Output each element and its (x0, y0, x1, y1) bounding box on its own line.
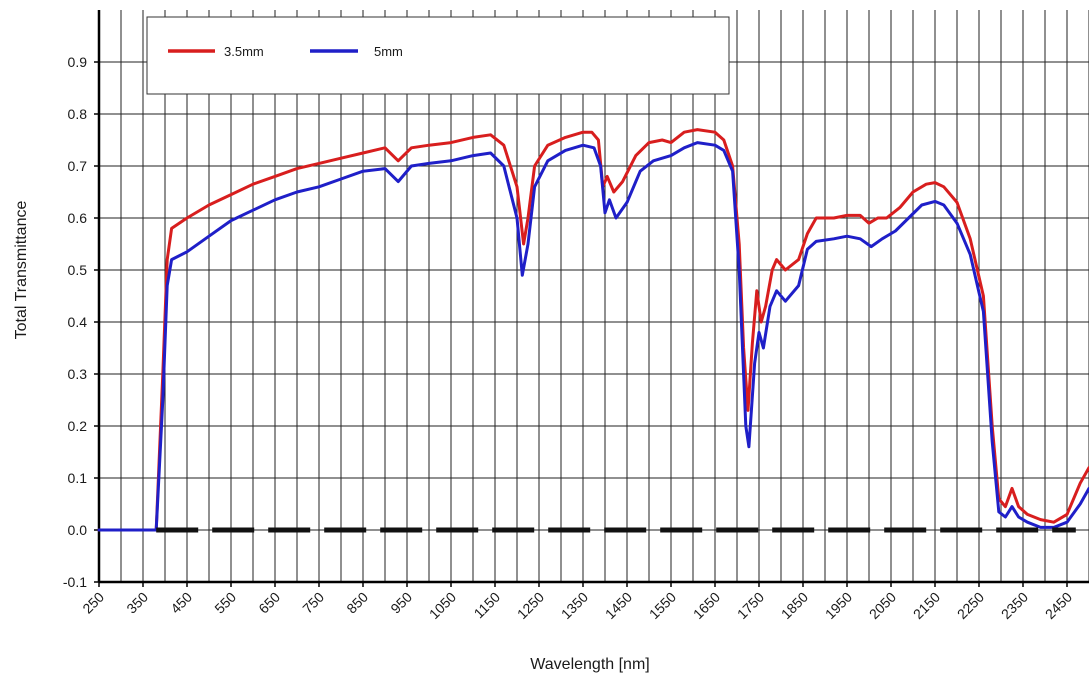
y-tick-label: -0.1 (63, 574, 87, 590)
legend-label-5mm: 5mm (374, 44, 403, 59)
legend: 3.5mm 5mm (146, 16, 730, 95)
y-tick-label: 0.8 (68, 106, 88, 122)
y-tick-label: 0.0 (68, 522, 88, 538)
axes-layer (97, 10, 1089, 584)
y-tick-label: 0.1 (68, 470, 88, 486)
grid-layer (99, 10, 1089, 583)
x-axis-title: Wavelength [nm] (530, 656, 649, 673)
y-tick-label: 0.7 (68, 158, 88, 174)
legend-label-3-5mm: 3.5mm (224, 44, 264, 59)
y-tick-label: 0.4 (68, 314, 88, 330)
y-tick-label: 0.2 (68, 418, 88, 434)
y-tick-label: 0.3 (68, 366, 88, 382)
y-tick-label: 0.6 (68, 210, 88, 226)
y-axis-title: Total Transmittance (13, 201, 30, 340)
series-line-5mm (97, 141, 1089, 532)
legend-box (146, 16, 730, 95)
series-line-3-5mm (97, 128, 1089, 532)
y-tick-label: 0.5 (68, 262, 88, 278)
y-tick-label: 0.9 (68, 54, 88, 70)
series-layer (97, 128, 1089, 533)
